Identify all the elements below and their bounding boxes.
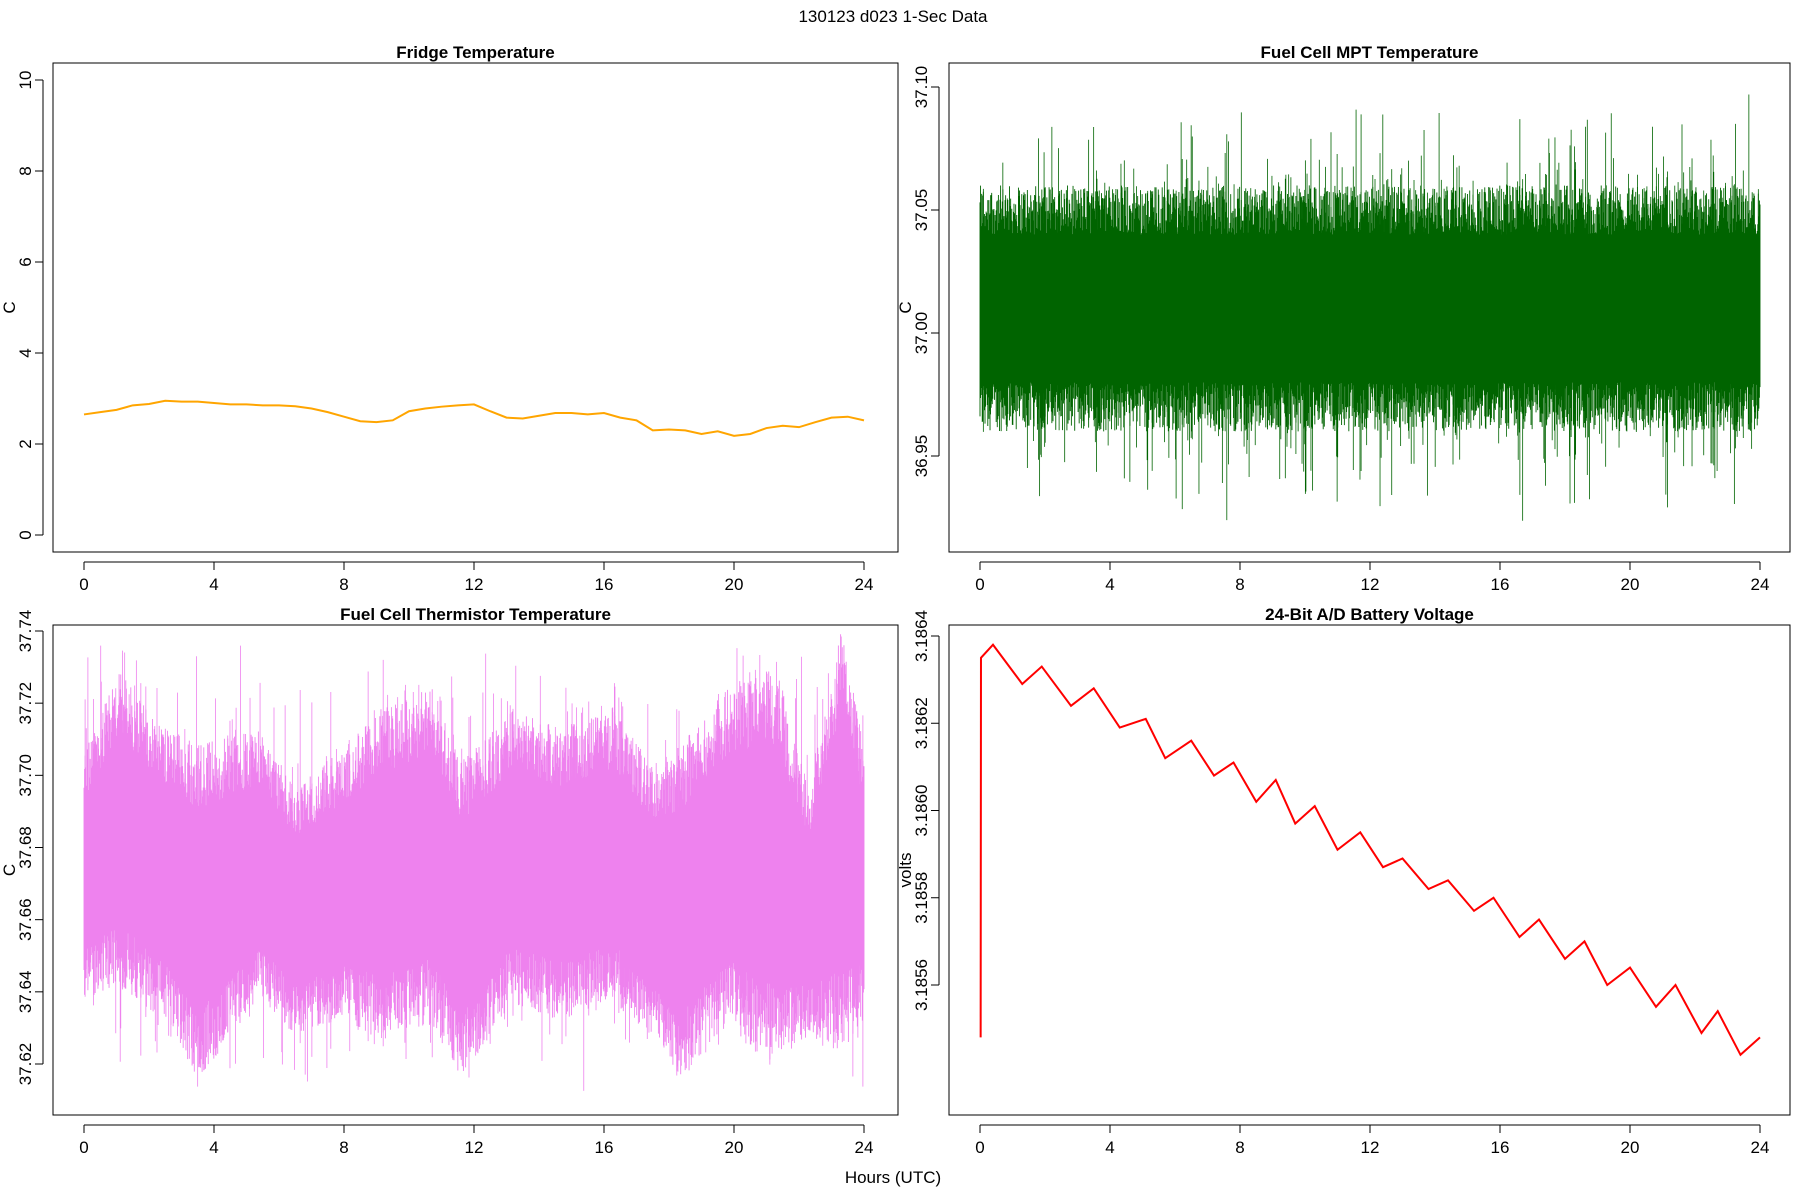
y-tick-label: 36.95 — [912, 435, 931, 478]
x-tick-label: 24 — [855, 1138, 874, 1157]
x-tick-label: 0 — [975, 575, 984, 594]
x-tick-label: 24 — [1751, 575, 1770, 594]
x-tick-label: 24 — [1751, 1138, 1770, 1157]
x-tick-label: 4 — [1105, 1138, 1114, 1157]
series-band — [979, 185, 1761, 432]
x-tick-label: 24 — [855, 575, 874, 594]
figure-xlabel: Hours (UTC) — [845, 1168, 941, 1187]
plot-frame — [52, 624, 899, 1116]
x-tick-label: 4 — [209, 575, 218, 594]
x-tick-label: 8 — [1235, 1138, 1244, 1157]
panel-2: Fuel Cell MPT Temperature C 0 4 8 12 16 20 24 36.… — [896, 43, 1791, 594]
y-tick-label: 10 — [16, 71, 35, 90]
y-tick-label: 6 — [16, 257, 35, 266]
y-tick-label: 37.10 — [912, 66, 931, 109]
series-group — [83, 634, 865, 1091]
x-tick-label: 12 — [465, 1138, 484, 1157]
x-tick-label: 0 — [79, 575, 88, 594]
y-tick-label: 37.05 — [912, 189, 931, 232]
y-axis-label: C — [0, 864, 19, 876]
x-tick-label: 8 — [1235, 575, 1244, 594]
x-tick-label: 12 — [1361, 1138, 1380, 1157]
x-tick-label: 20 — [725, 575, 744, 594]
y-tick-label: 37.00 — [912, 312, 931, 355]
series-group — [979, 643, 1761, 1057]
y-tick-label: 3.1858 — [912, 872, 931, 924]
panel-3: Fuel Cell Thermistor Temperature C 0 4 8 12 16… — [0, 605, 899, 1157]
y-tick-label: 2 — [16, 439, 35, 448]
plot-frame — [948, 624, 1791, 1116]
plot-frame — [948, 62, 1791, 553]
panel-4: 24-Bit A/D Battery Voltage volts 0 4 8 12 16 20… — [896, 605, 1791, 1157]
x-tick-label: 12 — [1361, 575, 1380, 594]
figure-title: 130123 d023 1-Sec Data — [798, 7, 988, 26]
x-tick-label: 16 — [1491, 1138, 1510, 1157]
x-tick-label: 20 — [725, 1138, 744, 1157]
panel-title: 24-Bit A/D Battery Voltage — [1265, 605, 1474, 624]
panel-title: Fuel Cell MPT Temperature — [1261, 43, 1479, 62]
x-tick-label: 0 — [975, 1138, 984, 1157]
series-band — [83, 634, 865, 1075]
panel-title: Fridge Temperature — [396, 43, 554, 62]
x-tick-label: 16 — [595, 575, 614, 594]
y-tick-label: 3.1862 — [912, 697, 931, 749]
x-tick-label: 12 — [465, 575, 484, 594]
x-tick-label: 8 — [339, 575, 348, 594]
y-tick-label: 37.74 — [16, 610, 35, 653]
x-tick-label: 4 — [1105, 575, 1114, 594]
y-axis-label: C — [0, 301, 19, 313]
series-line — [979, 643, 1761, 1057]
y-axis-label: volts — [896, 853, 915, 888]
y-tick-label: 0 — [16, 530, 35, 539]
y-tick-label: 37.70 — [16, 754, 35, 797]
series-group — [979, 94, 1761, 521]
series-line — [83, 399, 865, 437]
x-tick-label: 16 — [1491, 575, 1510, 594]
x-tick-label: 16 — [595, 1138, 614, 1157]
y-tick-label: 37.64 — [16, 971, 35, 1014]
x-tick-label: 20 — [1621, 575, 1640, 594]
y-tick-label: 8 — [16, 166, 35, 175]
y-tick-label: 4 — [16, 348, 35, 357]
panel-title: Fuel Cell Thermistor Temperature — [340, 605, 611, 624]
series-group — [83, 399, 865, 437]
y-axis-label: C — [896, 301, 915, 313]
x-tick-label: 8 — [339, 1138, 348, 1157]
y-tick-label: 37.68 — [16, 826, 35, 869]
x-tick-label: 0 — [79, 1138, 88, 1157]
plot-frame — [52, 62, 899, 553]
y-tick-label: 37.66 — [16, 898, 35, 941]
x-tick-label: 4 — [209, 1138, 218, 1157]
y-tick-label: 3.1856 — [912, 959, 931, 1011]
y-tick-label: 3.1860 — [912, 785, 931, 837]
y-tick-label: 37.72 — [16, 682, 35, 725]
y-tick-label: 37.62 — [16, 1043, 35, 1086]
y-tick-label: 3.1864 — [912, 610, 931, 662]
x-tick-label: 20 — [1621, 1138, 1640, 1157]
